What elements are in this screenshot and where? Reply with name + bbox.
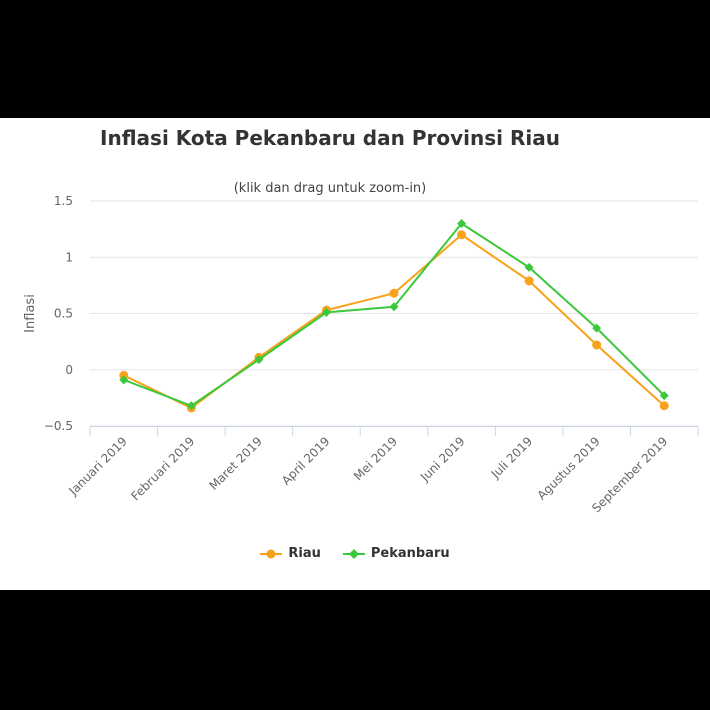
chart-title: Inflasi Kota Pekanbaru dan Provinsi Riau (100, 126, 560, 150)
y-tick-label: 1.5 (54, 194, 73, 208)
data-point-pekanbaru[interactable] (592, 323, 602, 333)
x-tick-label: Januari 2019 (65, 434, 129, 498)
diamond-marker-icon (342, 548, 365, 559)
data-point-pekanbaru[interactable] (254, 355, 264, 365)
data-point-pekanbaru[interactable] (524, 262, 534, 272)
chart-subtitle: (klik dan drag untuk zoom-in) (233, 181, 427, 196)
y-tick-label: 0.5 (54, 307, 73, 321)
circle-marker-icon (260, 549, 283, 558)
data-point-pekanbaru[interactable] (186, 401, 196, 411)
series-line-riau (123, 233, 665, 409)
x-tick-label: Maret 2019 (206, 434, 265, 493)
legend-label-riau: Riau (288, 546, 321, 561)
data-point-riau[interactable] (592, 340, 602, 350)
y-tick-label: −0.5 (44, 419, 73, 433)
x-tick-label: April 2019 (279, 434, 333, 488)
x-tick-label: Juni 2019 (417, 434, 468, 485)
series-line-pekanbaru (123, 222, 665, 407)
x-tick-label: September 2019 (589, 434, 670, 515)
data-point-pekanbaru[interactable] (389, 302, 399, 312)
data-point-pekanbaru[interactable] (659, 391, 669, 401)
data-point-pekanbaru[interactable] (119, 375, 129, 385)
data-point-pekanbaru[interactable] (321, 307, 331, 317)
x-tick-label: Mei 2019 (351, 434, 400, 483)
x-tick-label: Februari 2019 (128, 434, 197, 503)
y-tick-label: 1 (65, 250, 73, 264)
x-tick-label: Agustus 2019 (534, 434, 602, 502)
legend-item-pekanbaru[interactable]: Pekanbaru (342, 546, 450, 561)
data-point-pekanbaru[interactable] (457, 219, 467, 228)
x-tick-label: Juli 2019 (488, 434, 535, 481)
y-axis-title: Inflasi (23, 294, 38, 333)
data-point-riau[interactable] (659, 401, 669, 411)
y-tick-label: 0 (65, 363, 73, 377)
data-point-riau[interactable] (524, 276, 534, 286)
legend-item-riau[interactable]: Riau (260, 546, 321, 561)
chart-panel: −0.5 0 0.5 1 1.5 Januari 2019 Februari 2019 Mar… (0, 118, 710, 590)
legend-label-pekanbaru: Pekanbaru (370, 546, 450, 561)
legend: Riau Pekanbaru (0, 546, 710, 561)
data-point-riau[interactable] (389, 288, 399, 298)
data-point-riau[interactable] (457, 230, 467, 240)
